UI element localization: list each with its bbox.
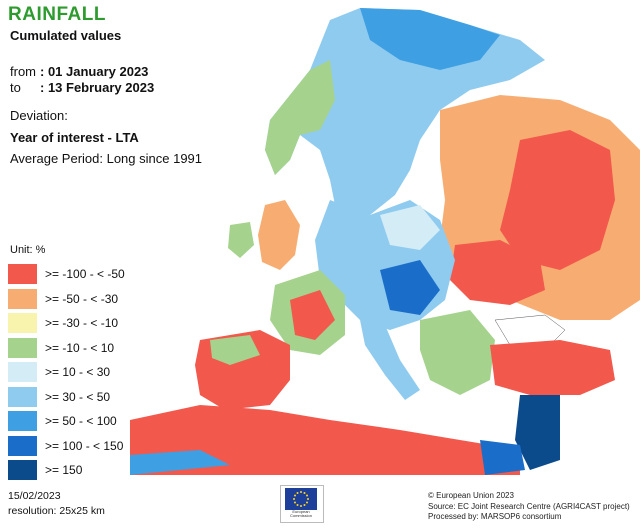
north-africa-blue	[130, 450, 230, 475]
legend-swatch	[8, 411, 37, 431]
map-title: RAINFALL	[8, 4, 106, 25]
legend-item: >= 100 - < 150	[8, 434, 125, 458]
middle-east-region	[515, 395, 560, 470]
legend-label: >= -10 - < 10	[45, 340, 115, 355]
legend-swatch	[8, 386, 37, 407]
resolution: resolution: 25x25 km	[8, 505, 105, 517]
eu-flag-icon	[285, 488, 317, 510]
legend-item: >= -10 - < 10	[8, 336, 125, 360]
ireland-region	[228, 222, 254, 258]
legend-label: >= 100 - < 150	[45, 438, 124, 453]
legend-swatch	[8, 288, 37, 309]
legend-item: >= 10 - < 30	[8, 360, 125, 384]
italy-region	[360, 320, 420, 400]
legend-unit: Unit: %	[10, 244, 46, 256]
legend-item: >= 30 - < 50	[8, 385, 125, 409]
credits: © European Union 2023 Source: EC Joint R…	[428, 491, 630, 523]
legend-label: >= -30 - < -10	[45, 316, 119, 330]
deviation-label: Deviation:	[10, 108, 68, 123]
legend-label: >= 150	[45, 463, 83, 477]
credit-line: © European Union 2023	[428, 491, 514, 500]
legend-item: >= -30 - < -10	[8, 311, 125, 335]
eu-logo-text: European Commission	[289, 509, 312, 518]
year-of-interest: Year of interest - LTA	[10, 130, 139, 145]
legend-label: >= 30 - < 50	[45, 389, 111, 404]
eastern-red	[500, 130, 615, 270]
legend-swatch	[8, 313, 37, 333]
north-africa-region	[130, 405, 520, 475]
credit-line: Processed by: MARSOP6 consortium	[428, 512, 562, 521]
period-to-value: : 13 February 2023	[40, 80, 155, 95]
map-subtitle: Cumulated values	[10, 28, 122, 43]
france-red	[290, 290, 335, 340]
period-from-label: from	[10, 64, 36, 79]
legend-label: >= 50 - < 100	[45, 414, 117, 428]
legend-label: >= -100 - < -50	[45, 267, 125, 281]
period-from-value: : 01 January 2023	[40, 64, 149, 79]
egypt-blue	[480, 440, 525, 475]
northern-blue	[360, 8, 500, 70]
legend-item: >= -50 - < -30	[8, 287, 125, 311]
iberia-green	[210, 335, 260, 365]
period-to: to : 13 February 2023	[10, 80, 154, 95]
uk-region	[258, 200, 300, 270]
ukraine-red	[450, 240, 545, 305]
scandinavia-green	[265, 60, 335, 175]
legend: >= -100 - < -50 >= -50 - < -30 >= -30 - …	[8, 262, 125, 483]
alps-dark-blue	[380, 260, 440, 315]
legend-label: >= -50 - < -30	[45, 291, 119, 306]
balkans-region	[420, 310, 495, 395]
legend-swatch	[8, 435, 37, 456]
legend-swatch	[8, 337, 37, 358]
period-to-label: to	[10, 80, 21, 95]
legend-item: >= 50 - < 100	[8, 409, 125, 433]
legend-swatch	[8, 460, 37, 480]
period-from: from : 01 January 2023	[10, 64, 148, 79]
legend-item: >= 150	[8, 458, 125, 482]
black-sea	[494, 314, 566, 346]
legend-item: >= -100 - < -50	[8, 262, 125, 286]
legend-swatch	[8, 362, 37, 382]
issue-date: 15/02/2023	[8, 490, 61, 502]
turkey-region	[490, 340, 615, 395]
credit-line: Source: EC Joint Research Centre (AGRI4C…	[428, 501, 630, 511]
average-period: Average Period: Long since 1991	[10, 151, 203, 166]
baltic-light	[380, 205, 440, 250]
legend-label: >= 10 - < 30	[45, 365, 111, 379]
legend-swatch	[8, 264, 37, 284]
